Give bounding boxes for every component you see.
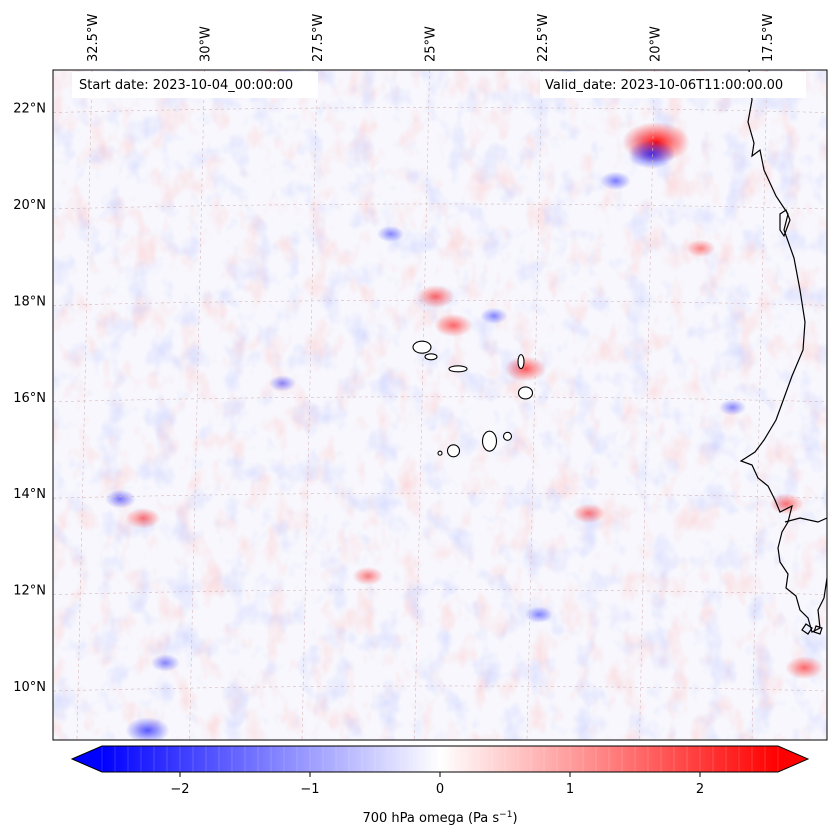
descent-anomaly xyxy=(599,171,632,191)
parallel-line xyxy=(53,396,827,403)
longitude-labels: 32.5°W 30°W 27.5°W 25°W 22.5°W 20°W 17.5°W xyxy=(86,14,776,62)
longitude-tick-label: 20°W xyxy=(649,26,664,62)
ascent-anomaly xyxy=(125,507,161,529)
colorbar-label-exponent: −1 xyxy=(499,810,512,820)
parallel-line xyxy=(53,589,827,595)
longitude-tick-label: 30°W xyxy=(199,26,214,62)
valid-date-label: Valid_date: 2023-10-06T11:00:00.00 xyxy=(545,78,784,93)
meridian-line xyxy=(189,70,205,740)
cabo-verde-islands xyxy=(412,340,534,458)
parallel-line xyxy=(53,300,827,306)
coastline xyxy=(739,70,827,635)
cabo-verde-sao-vicente xyxy=(424,353,438,361)
meridian-line xyxy=(526,70,543,740)
latitude-tick-label: 16°N xyxy=(13,391,46,406)
latitude-tick-label: 22°N xyxy=(13,102,46,117)
colorbar-gradient xyxy=(102,746,778,772)
map-frame xyxy=(52,69,828,741)
descent-anomaly xyxy=(718,399,747,416)
longitude-tick-label: 22.5°W xyxy=(536,14,551,62)
longitude-tick-label: 32.5°W xyxy=(86,14,101,62)
start-date-box xyxy=(72,72,318,98)
descent-anomaly xyxy=(268,375,297,392)
meridian-line xyxy=(301,70,318,740)
ascent-anomaly xyxy=(686,239,716,258)
colorbar-ticks: −2 −1 0 1 2 xyxy=(170,772,704,797)
meridian-line xyxy=(751,70,768,740)
valid-date-box xyxy=(540,72,806,98)
colorbar-tick-label: 2 xyxy=(696,782,704,797)
meridian-line xyxy=(639,70,655,740)
descent-anomaly xyxy=(104,489,137,509)
colorbar-label-main: 700 hPa omega (Pa s xyxy=(362,811,499,826)
latitude-labels: 22°N 20°N 18°N 16°N 14°N 12°N 10°N xyxy=(13,102,46,695)
bissagos-islands xyxy=(801,623,823,635)
descent-anomaly xyxy=(376,225,405,243)
omega-field-negative xyxy=(53,70,827,740)
descent-anomaly xyxy=(525,606,553,623)
ascent-anomaly xyxy=(572,503,605,524)
colorbar-tick-label: 0 xyxy=(436,782,444,797)
start-date-label: Start date: 2023-10-04_00:00:00 xyxy=(79,78,294,93)
latitude-tick-label: 14°N xyxy=(13,487,46,502)
colorbar-label-close: ) xyxy=(512,811,517,826)
cabo-verde-boa-vista xyxy=(517,386,534,400)
cabo-verde-brava xyxy=(437,450,443,456)
descent-anomaly xyxy=(627,140,676,169)
ascent-anomaly xyxy=(352,566,384,586)
colorbar-label: 700 hPa omega (Pa s−1) xyxy=(362,810,517,826)
colorbar-extend-max xyxy=(778,746,808,772)
parallel-line xyxy=(53,685,827,692)
descent-anomaly xyxy=(480,307,508,325)
ascent-anomaly xyxy=(416,285,455,309)
cabo-verde-sal xyxy=(517,354,525,370)
colorbar-tick-label: 1 xyxy=(566,782,574,797)
longitude-tick-label: 25°W xyxy=(424,26,439,62)
descent-anomaly xyxy=(150,654,181,672)
colorbar-tick-label: −1 xyxy=(300,782,319,797)
ascent-anomaly xyxy=(504,356,547,382)
colorbar-outline xyxy=(70,745,810,773)
ascent-anomaly xyxy=(769,493,804,515)
parallel-line xyxy=(53,492,827,499)
latitude-tick-label: 18°N xyxy=(13,294,46,309)
descent-anomaly xyxy=(125,717,170,740)
parallel-line xyxy=(53,107,827,113)
cabo-verde-santiago xyxy=(481,430,498,452)
cabo-verde-sao-nicolau xyxy=(448,365,468,373)
map-panel xyxy=(52,69,828,741)
cabo-verde-fogo xyxy=(446,444,461,458)
latitude-tick-label: 20°N xyxy=(13,198,46,213)
longitude-tick-label: 17.5°W xyxy=(761,14,776,62)
colorbar: −2 −1 0 1 2 700 hPa omega (Pa s−1) xyxy=(70,745,810,826)
latitude-tick-label: 12°N xyxy=(13,584,46,599)
parallel-line xyxy=(53,203,827,210)
colorbar-extend-min xyxy=(72,746,102,772)
cabo-verde-maio xyxy=(502,431,513,441)
colorbar-level-lines xyxy=(101,746,779,772)
colorbar-tick-label: −2 xyxy=(170,782,189,797)
gambia-inlet xyxy=(784,517,827,523)
dakhla-peninsula xyxy=(779,209,791,238)
meridian-line xyxy=(76,70,93,740)
africa-coastline xyxy=(739,70,827,633)
meridian-line xyxy=(414,70,430,740)
cabo-verde-santo-antao xyxy=(412,340,432,354)
ascent-anomaly xyxy=(434,313,473,338)
ascent-anomaly xyxy=(785,656,824,680)
graticule xyxy=(53,70,827,740)
latitude-tick-label: 10°N xyxy=(13,680,46,695)
longitude-tick-label: 27.5°W xyxy=(311,14,326,62)
omega-anomaly-layer xyxy=(104,121,824,740)
